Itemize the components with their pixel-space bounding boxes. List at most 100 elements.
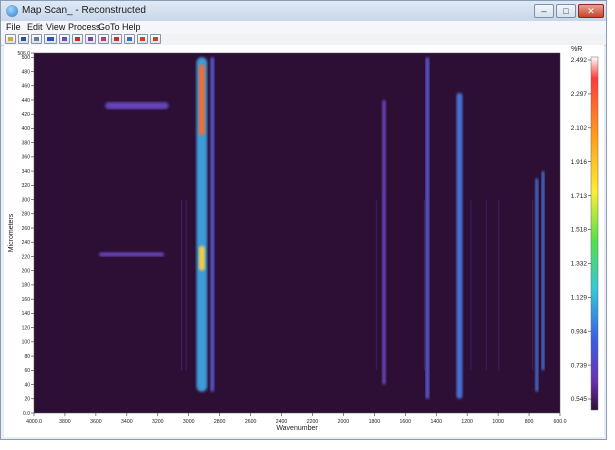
x-tick-label: 1200 — [461, 419, 473, 425]
minimize-button[interactable]: – — [534, 4, 554, 18]
unzoom-icon[interactable] — [150, 34, 161, 44]
heatmap-streak-6 — [498, 199, 500, 371]
target-icon[interactable] — [98, 34, 109, 44]
heatmap-feature-3 — [210, 57, 215, 392]
heatmap-streak-2 — [375, 199, 378, 371]
app-logo-icon — [6, 5, 18, 17]
heatmap-feature-5 — [98, 252, 164, 257]
close-button[interactable]: ✕ — [578, 4, 604, 18]
x-tick-label: 2600 — [245, 419, 257, 425]
x-tick-label: 1800 — [369, 419, 381, 425]
menu-bar: File Edit View Process GoTo Help — [1, 21, 606, 34]
x-axis-label: Wavenumber — [276, 425, 318, 432]
map-plot-area: 4000.0 3800 3600 3400 3200 3000 2800 2600 2400 22… — [4, 45, 604, 437]
heatmap-feature-2 — [198, 245, 205, 271]
y-tick-label: 300 — [22, 197, 31, 203]
colorbar-unit-label: %R — [571, 46, 582, 53]
colorbar-tick-label: 1.916 — [571, 159, 588, 166]
colorbar-tick-label: 0.934 — [571, 328, 588, 335]
heatmap-streak-0 — [180, 199, 183, 371]
print-icon[interactable] — [31, 34, 42, 44]
y-tick-label: 40 — [24, 382, 30, 388]
x-tick-label: 2000 — [338, 419, 350, 425]
colorbar-tick-label: 0.545 — [571, 396, 588, 403]
y-tick-label: 120 — [22, 325, 31, 331]
x-tick-label: 3200 — [152, 419, 164, 425]
colorbar-tick-label: 1.518 — [571, 227, 588, 234]
colorbar-tick-label: 2.297 — [571, 91, 588, 98]
y-tick-label: 100 — [22, 340, 31, 346]
y-tick-label: 380 — [22, 140, 31, 146]
colorbar-tick-label: 1.332 — [571, 261, 588, 268]
heatmap-feature-1 — [198, 64, 205, 136]
x-tick-label: 3000 — [183, 419, 195, 425]
heatmap-feature-10 — [541, 171, 545, 371]
title-bar[interactable]: Map Scan_ - Reconstructed – □ ✕ — [1, 1, 606, 21]
x-tick-label: 600.0 — [554, 419, 567, 425]
y-tick-label: 320 — [22, 183, 31, 189]
y-tick-label: 240 — [22, 240, 31, 246]
y-tick-label: 420 — [22, 112, 31, 118]
x-tick-label: 2800 — [214, 419, 226, 425]
x-tick-label: 4000.0 — [26, 419, 42, 425]
x-tick-label: 1600 — [400, 419, 412, 425]
x-tick-label: 3800 — [59, 419, 71, 425]
heatmap-streak-5 — [485, 199, 487, 371]
y-tick-label: 180 — [22, 283, 31, 289]
save-icon[interactable] — [18, 34, 29, 44]
window-title: Map Scan_ - Reconstructed — [22, 5, 146, 16]
y-tick-label: 400 — [22, 126, 31, 132]
colorbar-tick-label: 1.713 — [571, 193, 588, 200]
y-tick-label: 506.0 — [17, 51, 30, 57]
y-tick-label: 280 — [22, 212, 31, 218]
heatmap-feature-0 — [196, 57, 208, 392]
abc-icon[interactable] — [44, 34, 57, 44]
heatmap-feature-4 — [105, 102, 169, 110]
map-icon[interactable] — [85, 34, 96, 44]
open-icon[interactable] — [5, 34, 16, 44]
spectrum-icon[interactable] — [72, 34, 83, 44]
menu-edit[interactable]: Edit — [27, 22, 43, 32]
menu-help[interactable]: Help — [122, 22, 141, 32]
zoom-icon[interactable] — [137, 34, 148, 44]
grid-icon[interactable] — [59, 34, 70, 44]
heatmap-feature-6 — [382, 99, 386, 385]
heatmap-streak-3 — [423, 199, 426, 371]
colorbar-tick-label: 2.492 — [571, 57, 588, 64]
menu-goto[interactable]: GoTo — [98, 22, 120, 32]
x-tick-label: 2200 — [307, 419, 319, 425]
y-tick-label: 160 — [22, 297, 31, 303]
y-tick-label: 80 — [24, 354, 30, 360]
x-tick-label: 800 — [525, 419, 534, 425]
heatmap-streak-4 — [470, 199, 472, 371]
y-tick-label: 60 — [24, 368, 30, 374]
y-tick-label: 0.0 — [23, 411, 30, 417]
baseline-icon[interactable] — [124, 34, 135, 44]
menu-file[interactable]: File — [6, 22, 21, 32]
y-tick-label: 500 — [22, 55, 31, 61]
y-tick-label: 440 — [22, 98, 31, 104]
x-tick-label: 3600 — [90, 419, 102, 425]
y-tick-label: 260 — [22, 226, 31, 232]
y-axis-label: Micrometers — [8, 213, 15, 252]
x-tick-label: 3400 — [121, 419, 133, 425]
y-tick-label: 220 — [22, 254, 31, 260]
y-tick-label: 140 — [22, 311, 31, 317]
y-tick-label: 480 — [22, 69, 31, 75]
cursor-icon[interactable] — [111, 34, 122, 44]
heatmap-feature-9 — [535, 178, 539, 392]
toolbar — [1, 34, 606, 46]
colorbar-tick-label: 1.129 — [571, 295, 588, 302]
y-tick-label: 200 — [22, 269, 31, 275]
app-window: Map Scan_ - Reconstructed – □ ✕ File Edi… — [0, 0, 607, 440]
heatmap-plot[interactable]: 4000.0 3800 3600 3400 3200 3000 2800 2600 2400 22… — [4, 45, 604, 437]
maximize-button[interactable]: □ — [556, 4, 576, 18]
menu-process[interactable]: Process — [68, 22, 101, 32]
colorbar-tick-label: 2.102 — [571, 125, 588, 132]
menu-view[interactable]: View — [46, 22, 66, 32]
heatmap-background — [33, 52, 561, 414]
heatmap-streak-7 — [532, 199, 534, 371]
y-tick-label: 360 — [22, 155, 31, 161]
y-tick-label: 20 — [24, 397, 30, 403]
y-tick-label: 460 — [22, 84, 31, 90]
